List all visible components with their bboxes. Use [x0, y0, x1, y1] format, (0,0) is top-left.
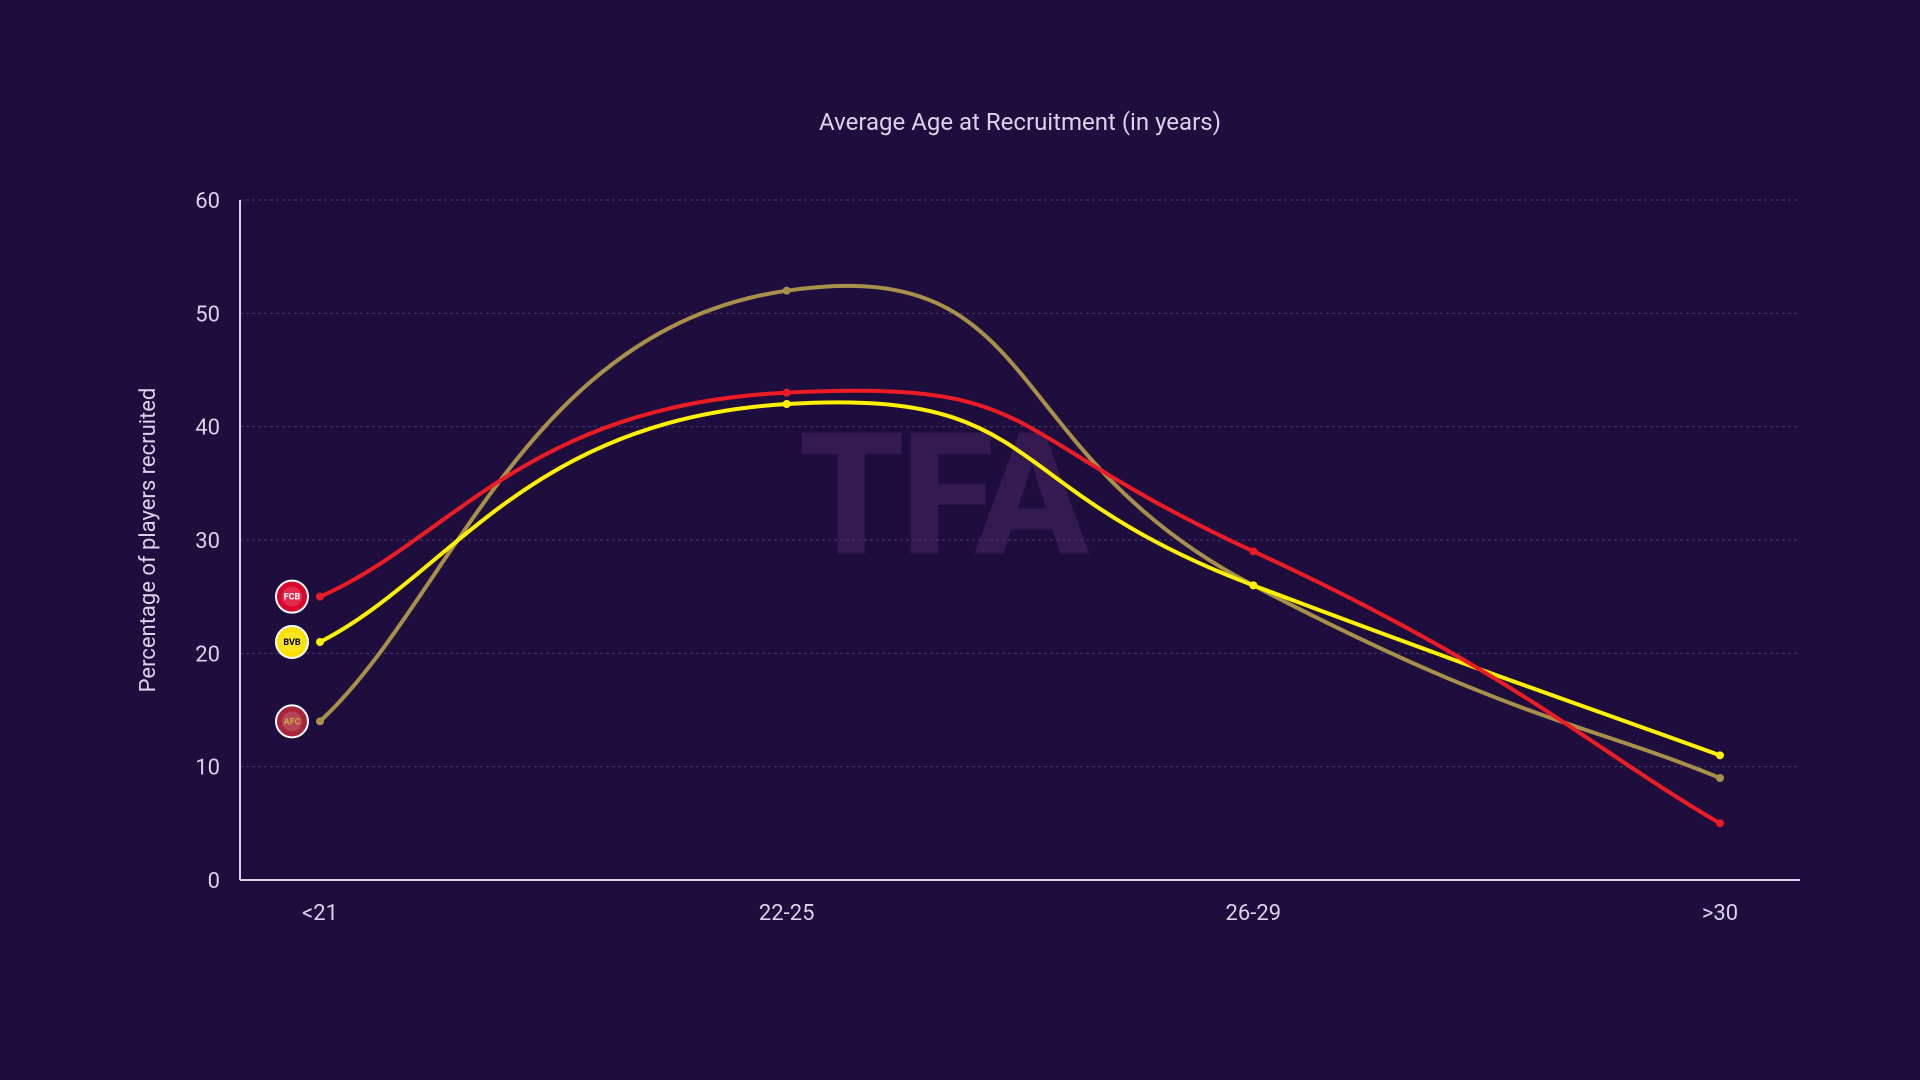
y-tick-label: 60: [195, 189, 220, 214]
y-tick-label: 50: [195, 302, 220, 327]
chart-title: Average Age at Recruitment (in years): [819, 108, 1221, 136]
y-tick-label: 30: [195, 529, 220, 554]
series-marker: [783, 400, 791, 408]
y-axis-label: Percentage of players recruited: [136, 388, 161, 693]
svg-text:AFC: AFC: [284, 717, 301, 727]
y-tick-label: 40: [195, 416, 220, 441]
x-tick-label: 26-29: [1226, 901, 1282, 926]
series-marker: [316, 717, 324, 725]
series-marker: [783, 287, 791, 295]
svg-text:BVB: BVB: [283, 638, 301, 648]
chart-svg: TFA 0 10 20 30 40 50 60 <21 22-25 26-29 >30 Average …: [0, 0, 1920, 1080]
series-marker: [316, 638, 324, 646]
series-marker: [1716, 751, 1724, 759]
club-badge-arsenal: AFC: [276, 705, 308, 737]
series-marker: [316, 593, 324, 601]
watermark: TFA: [799, 396, 1090, 596]
svg-text:FCB: FCB: [284, 593, 301, 603]
y-tick-label: 10: [195, 756, 220, 781]
x-tick-label: 22-25: [759, 901, 815, 926]
x-tick-label: >30: [1702, 901, 1738, 926]
club-badge-borussia-dortmund: BVB: [276, 626, 308, 658]
y-tick-label: 0: [208, 869, 220, 894]
club-badge-bayern-munich: FCB: [276, 581, 308, 613]
series-marker: [1249, 547, 1257, 555]
series-marker: [783, 389, 791, 397]
chart-container: TFA 0 10 20 30 40 50 60 <21 22-25 26-29 >30 Average …: [0, 0, 1920, 1080]
series-marker: [1249, 581, 1257, 589]
series-marker: [1716, 774, 1724, 782]
series-marker: [1716, 819, 1724, 827]
y-tick-label: 20: [195, 642, 220, 667]
x-tick-label: <21: [302, 901, 338, 926]
